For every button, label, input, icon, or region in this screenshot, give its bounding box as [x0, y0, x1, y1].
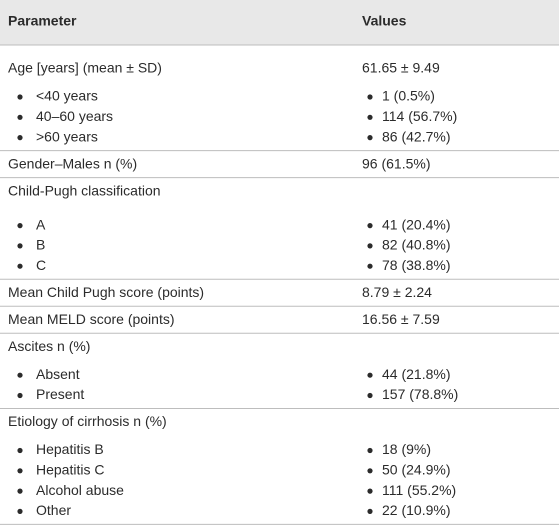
bullet — [17, 447, 23, 454]
bullet — [367, 243, 373, 249]
item-label: Other — [36, 502, 71, 518]
bullet — [367, 447, 373, 454]
header-cell: Parameter — [8, 13, 77, 29]
bullet — [17, 392, 23, 399]
bullet — [367, 135, 373, 141]
item-label: C — [36, 257, 46, 273]
row-label: Etiology of cirrhosis n (%) — [8, 413, 167, 429]
bullet — [367, 114, 373, 120]
item-label: B — [36, 237, 45, 253]
bullet — [367, 372, 373, 378]
row-value: 96 (61.5%) — [362, 155, 430, 171]
bullet — [17, 508, 23, 514]
item-value: 41 (20.4%) — [382, 216, 450, 232]
item-value: 22 (10.9%) — [382, 502, 450, 518]
item-label: Hepatitis C — [36, 462, 104, 478]
bullet — [367, 488, 373, 494]
bullet — [367, 263, 373, 269]
row-label: Gender–Males n (%) — [8, 155, 137, 171]
item-label: 40–60 years — [36, 108, 113, 124]
item-value: 86 (42.7%) — [382, 128, 450, 144]
bullet — [17, 94, 23, 100]
row-value: 16.56 ± 7.59 — [362, 311, 440, 327]
item-label: >60 years — [36, 128, 98, 144]
item-label: A — [36, 216, 46, 232]
bullet — [17, 135, 23, 141]
item-value: 44 (21.8%) — [382, 366, 450, 382]
item-value: 50 (24.9%) — [382, 462, 450, 478]
item-value: 114 (56.7%) — [382, 108, 457, 124]
item-value: 157 (78.8%) — [382, 386, 458, 402]
row-label: Child-Pugh classification — [8, 182, 161, 198]
item-label: Hepatitis B — [36, 441, 104, 457]
row-label: Ascites n (%) — [8, 338, 90, 354]
bullet — [17, 114, 23, 120]
item-label: Present — [36, 386, 84, 402]
row-label: Mean MELD score (points) — [8, 311, 175, 327]
item-value: 111 (55.2%) — [382, 482, 456, 498]
bullet — [17, 488, 23, 494]
row-value: 61.65 ± 9.49 — [362, 60, 440, 76]
header-background — [0, 0, 559, 45]
item-label: Absent — [36, 366, 80, 382]
bullet — [367, 508, 373, 514]
item-value: 18 (9%) — [382, 441, 431, 457]
item-value: 1 (0.5%) — [382, 88, 435, 104]
bullet — [17, 468, 23, 474]
bullet — [367, 223, 373, 229]
row-label: Age [years] (mean ± SD) — [8, 60, 162, 76]
bullet — [17, 243, 23, 249]
item-value: 82 (40.8%) — [382, 237, 450, 253]
header-cell: Values — [362, 13, 407, 29]
item-value: 78 (38.8%) — [382, 257, 450, 273]
bullet — [17, 223, 23, 229]
bullet — [17, 263, 23, 269]
item-label: Alcohol abuse — [36, 482, 124, 498]
bullet — [367, 468, 373, 474]
bullet — [367, 392, 373, 399]
bullet — [367, 94, 373, 100]
row-value: 8.79 ± 2.24 — [362, 284, 432, 300]
row-label: Mean Child Pugh score (points) — [8, 284, 204, 300]
bullet — [17, 372, 23, 378]
item-label: <40 years — [36, 88, 98, 104]
